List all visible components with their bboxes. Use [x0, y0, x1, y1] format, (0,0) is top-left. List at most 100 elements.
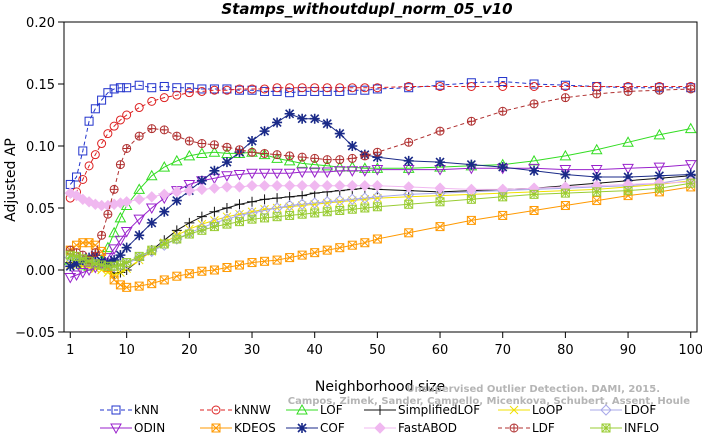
data-point	[209, 85, 219, 95]
data-point	[196, 183, 208, 196]
data-point	[72, 172, 82, 182]
data-point	[259, 194, 270, 205]
data-point	[347, 141, 358, 151]
data-point	[435, 126, 445, 136]
data-point	[184, 229, 194, 239]
data-point	[84, 161, 94, 171]
legend-label: SimplifiedLOF	[398, 403, 480, 417]
data-point	[209, 165, 220, 176]
data-point	[211, 423, 221, 433]
y-tick-label: 0.00	[26, 264, 55, 279]
data-point	[297, 209, 307, 219]
data-point	[623, 186, 633, 196]
data-point	[360, 151, 370, 161]
x-tick-label: 90	[620, 343, 637, 358]
data-point	[590, 143, 603, 155]
data-point	[115, 115, 125, 125]
data-point	[622, 136, 634, 147]
data-point	[90, 104, 100, 114]
series-line	[70, 113, 691, 267]
data-point	[114, 211, 127, 223]
data-point	[309, 113, 320, 124]
data-point	[373, 193, 382, 203]
data-point	[372, 147, 382, 157]
data-point	[209, 140, 219, 150]
series-line	[70, 128, 691, 267]
data-point	[360, 238, 370, 248]
data-point	[310, 199, 320, 209]
y-tick-label: 0.15	[26, 78, 55, 93]
y-axis-label: Adjusted AP	[3, 138, 19, 222]
data-point	[146, 191, 158, 203]
data-point	[285, 151, 295, 161]
legend-label: COF	[320, 421, 345, 434]
data-point	[654, 183, 664, 193]
data-point	[404, 137, 414, 147]
x-tick-label: 100	[678, 343, 702, 358]
data-point	[308, 197, 321, 209]
data-point	[159, 239, 169, 249]
data-point	[208, 182, 221, 194]
legend-label: FastABOD	[398, 421, 457, 434]
data-point	[529, 99, 539, 109]
legend-item-ldof: LDOF	[590, 403, 656, 417]
data-point	[272, 150, 282, 160]
data-point	[133, 214, 146, 226]
data-point	[234, 199, 245, 210]
data-point	[115, 250, 126, 261]
data-point	[234, 84, 244, 94]
series-line	[69, 80, 691, 185]
data-point	[184, 269, 194, 279]
legend-item-loop: LoOP	[498, 403, 563, 417]
data-point	[122, 110, 132, 120]
data-point	[622, 163, 634, 175]
data-point	[260, 213, 270, 223]
data-point	[103, 129, 113, 139]
data-point	[529, 81, 539, 91]
data-point	[283, 179, 296, 192]
data-point	[209, 206, 220, 217]
legend-item-cof: COF	[286, 421, 345, 434]
data-point	[529, 165, 540, 176]
legend-item-inflo: INFLO	[590, 421, 659, 434]
data-point	[134, 251, 144, 261]
data-point	[375, 405, 385, 415]
data-point	[120, 227, 133, 238]
x-tick-label: 40	[306, 343, 323, 358]
data-point	[592, 187, 602, 197]
data-point	[97, 260, 107, 270]
data-point	[172, 234, 182, 244]
data-point	[347, 83, 357, 93]
series-line	[70, 88, 691, 261]
data-point	[402, 188, 415, 201]
data-point	[233, 170, 246, 181]
data-point	[559, 149, 572, 161]
data-point	[246, 179, 258, 192]
data-point	[404, 199, 414, 209]
data-point	[197, 266, 207, 276]
data-point	[145, 203, 158, 215]
data-point	[171, 195, 182, 206]
data-point	[90, 150, 100, 160]
data-point	[247, 196, 258, 207]
data-point	[64, 272, 77, 284]
data-point	[322, 86, 332, 96]
x-tick-label: 60	[432, 343, 449, 358]
data-point	[333, 166, 346, 177]
data-point	[297, 423, 307, 433]
x-axis-label: Neighborhood size	[315, 379, 445, 395]
data-point	[247, 136, 258, 147]
data-point	[283, 168, 296, 180]
data-point	[509, 423, 519, 433]
data-point	[172, 271, 182, 281]
data-point	[208, 146, 221, 157]
data-point	[260, 204, 269, 214]
data-point	[109, 255, 120, 266]
data-point	[308, 167, 321, 179]
data-point	[435, 197, 445, 207]
data-point	[172, 131, 182, 141]
data-point	[402, 162, 415, 173]
data-point	[103, 209, 113, 219]
legend-label: kNN	[134, 403, 159, 417]
data-point	[114, 235, 127, 247]
